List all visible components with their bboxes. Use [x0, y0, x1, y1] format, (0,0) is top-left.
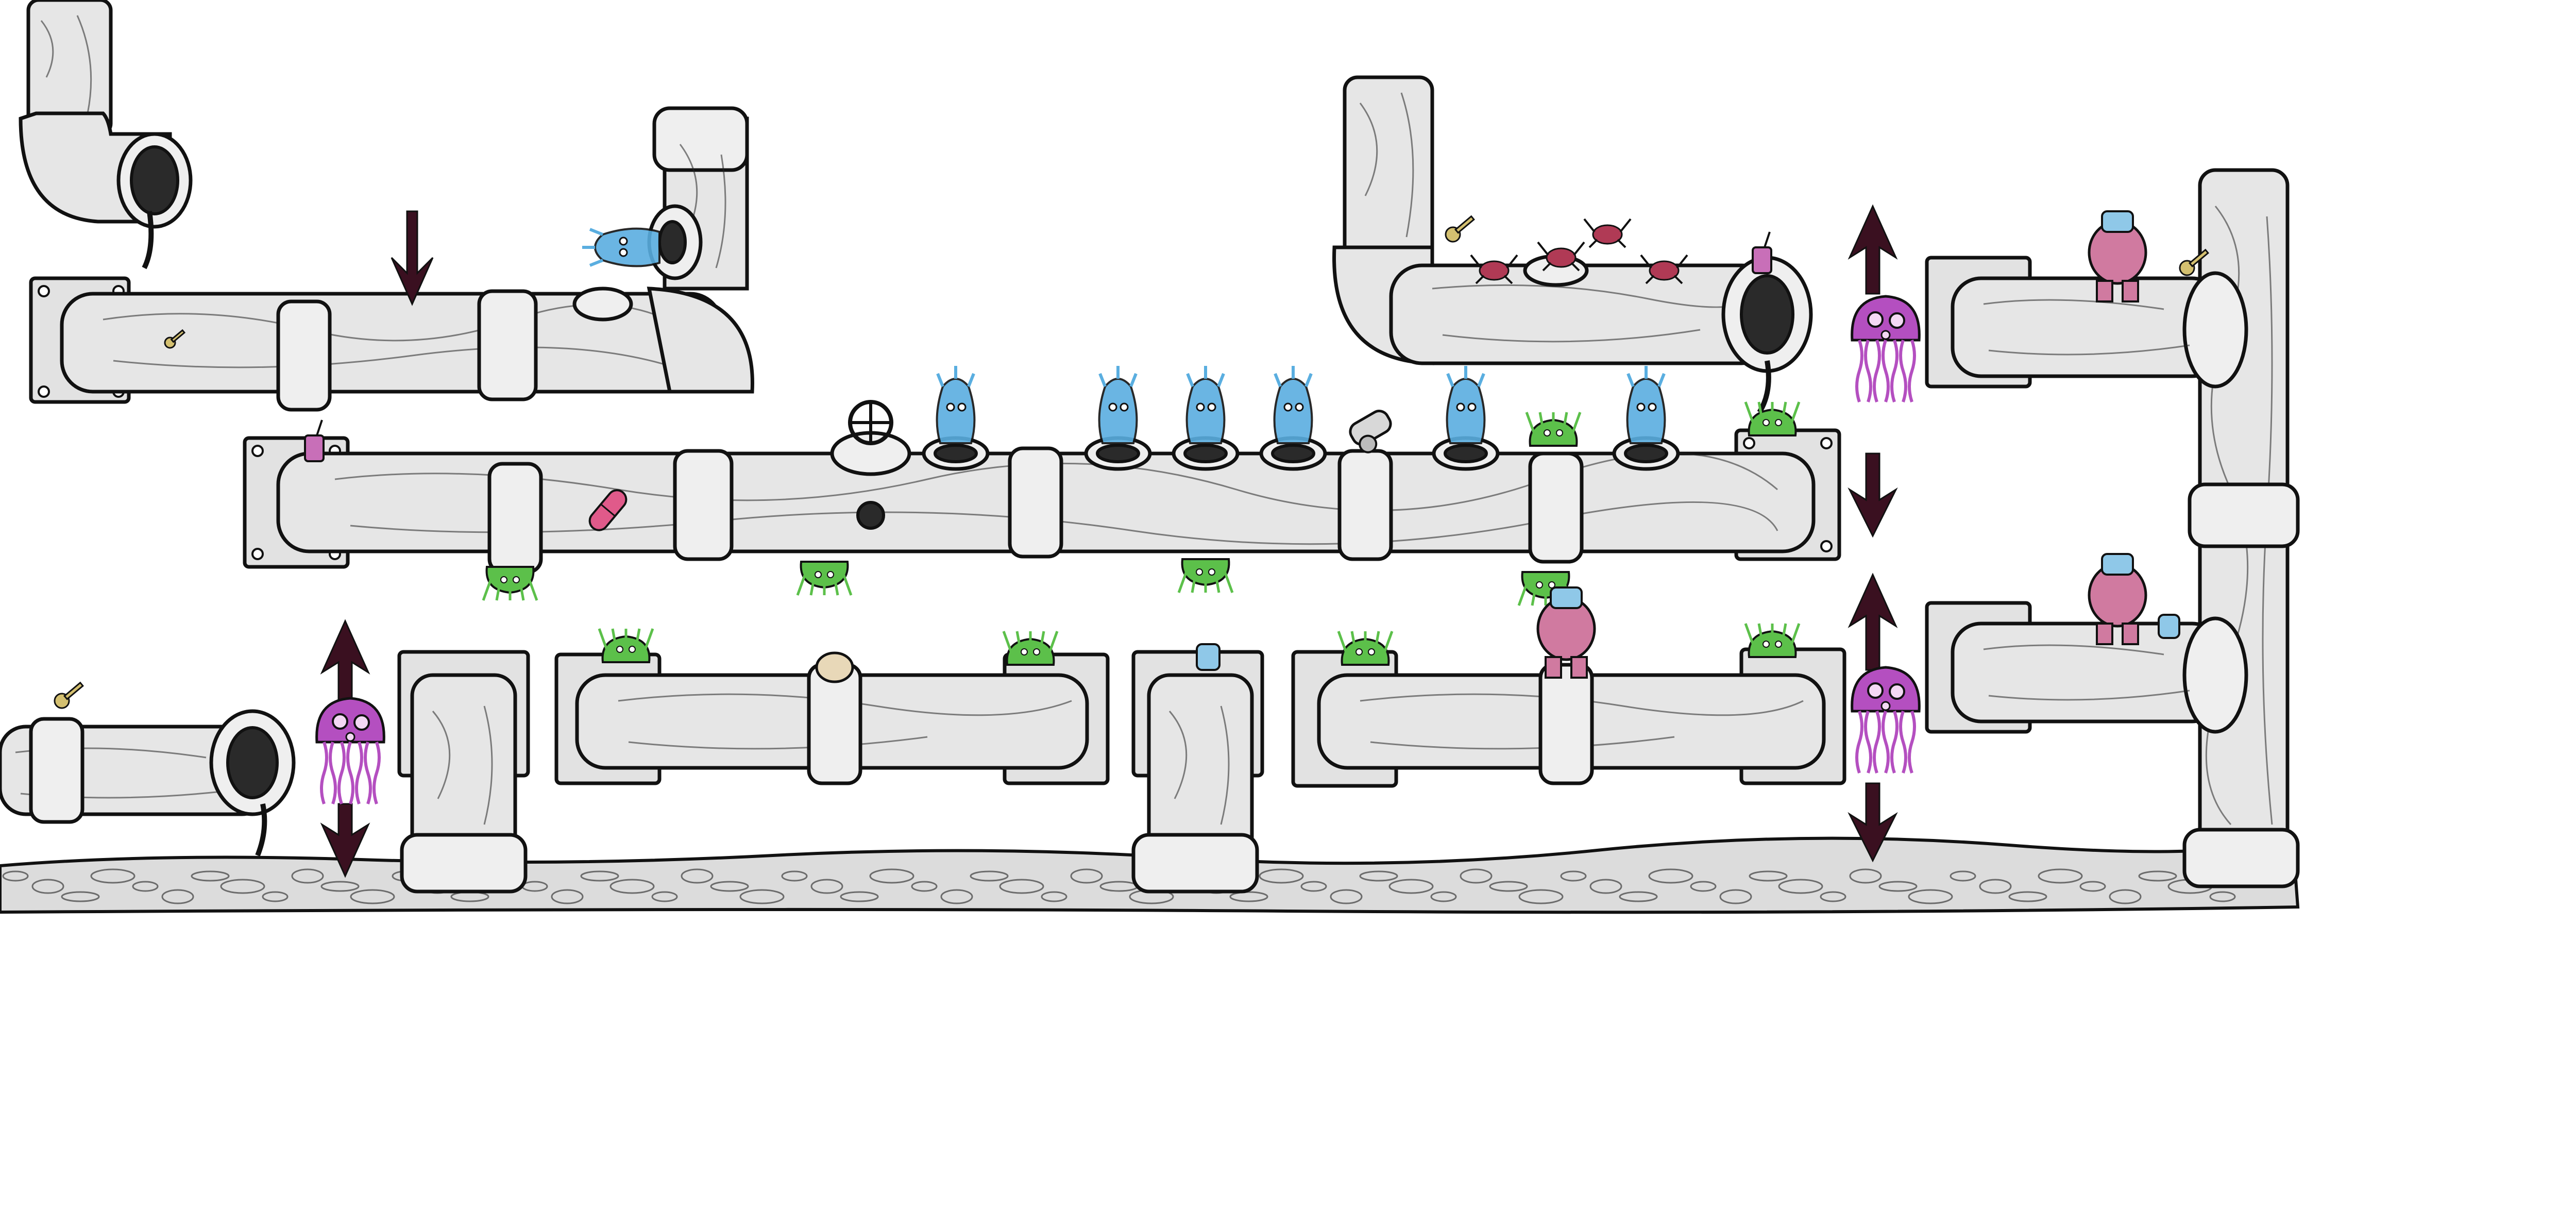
key-icon: [164, 329, 186, 349]
jar-icon: [1196, 643, 1221, 671]
brute-enemy-icon: [2088, 210, 2147, 302]
elevator-arrow-icon: [320, 803, 370, 878]
jellyfish-enemy-icon: [1851, 666, 1921, 774]
crab-enemy-icon: [1583, 218, 1632, 248]
slime-enemy-icon: [598, 628, 654, 663]
water-jet-enemy-icon: [936, 366, 976, 444]
water-jet-enemy-icon: [582, 227, 660, 267]
top-middle-pipe: [1332, 75, 1813, 414]
items: [54, 215, 2209, 709]
drink-cup-icon: [1752, 231, 1772, 274]
bottom-left-pipe: [0, 709, 296, 856]
valve-wheel-icon: [848, 400, 893, 445]
slime-enemy-icon: [1744, 401, 1801, 436]
jellyfish-enemy-icon: [315, 697, 385, 804]
elevator-arrow-icon: [1848, 573, 1898, 671]
key-icon: [54, 681, 84, 709]
crab-enemy-icon: [1537, 241, 1585, 272]
slime-enemy-icon: [1517, 571, 1574, 606]
elevator-arrow-icon: [1848, 452, 1898, 538]
jellyfish-enemy-icon: [1851, 295, 1921, 402]
key-icon: [2179, 248, 2209, 276]
bottom-pipe-segments: [397, 647, 1846, 894]
crab-enemy-icon: [1470, 254, 1518, 284]
slime-enemy-icon: [1525, 412, 1582, 447]
water-jet-enemy-icon: [1446, 366, 1486, 444]
brute-enemy-icon: [2088, 553, 2147, 645]
elevator-arrow-icon: [1848, 782, 1898, 863]
slime-enemy-icon: [1002, 631, 1059, 666]
slime-enemy-icon: [482, 566, 538, 601]
brute-enemy-icon: [1536, 586, 1596, 679]
jar-icon: [2158, 614, 2180, 639]
drink-cup-icon: [304, 419, 325, 462]
cannon-icon: [1349, 410, 1392, 453]
elevator-arrow-icon: [1848, 204, 1898, 295]
capsule-icon: [588, 489, 628, 531]
water-jet-enemy-icon: [1626, 366, 1666, 444]
top-left-pipe-system: [19, 0, 754, 412]
key-icon: [1445, 215, 1475, 243]
water-jet-enemy-icon: [1098, 366, 1138, 444]
elevator-arrow-icon: [391, 210, 434, 306]
slime-enemy-icon: [1337, 631, 1394, 666]
helmet-icon: [815, 651, 854, 683]
slime-enemy-icon: [796, 561, 853, 596]
water-jet-enemy-icon: [1273, 366, 1313, 444]
water-jet-enemy-icon: [1185, 366, 1226, 444]
elevator-arrow-icon: [320, 619, 370, 702]
slime-enemy-icon: [1744, 623, 1801, 658]
elevator-arrows: [320, 204, 1898, 878]
main-middle-pipe: [243, 428, 1841, 574]
crab-enemy-icon: [1640, 254, 1688, 284]
slime-enemy-icon: [1177, 558, 1234, 593]
right-pipe-tower: [1925, 168, 2300, 888]
